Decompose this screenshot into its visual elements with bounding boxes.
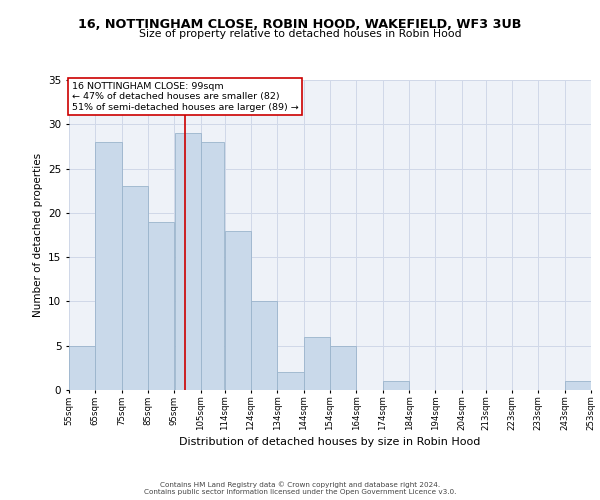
Text: 16 NOTTINGHAM CLOSE: 99sqm
← 47% of detached houses are smaller (82)
51% of semi: 16 NOTTINGHAM CLOSE: 99sqm ← 47% of deta… [71, 82, 298, 112]
Bar [95, 142, 122, 390]
Bar [565, 381, 591, 390]
Bar [224, 230, 251, 390]
Bar [201, 142, 224, 390]
Bar [69, 346, 95, 390]
Bar [251, 302, 277, 390]
Text: 16, NOTTINGHAM CLOSE, ROBIN HOOD, WAKEFIELD, WF3 3UB: 16, NOTTINGHAM CLOSE, ROBIN HOOD, WAKEFI… [79, 18, 521, 30]
Bar [383, 381, 409, 390]
Text: Size of property relative to detached houses in Robin Hood: Size of property relative to detached ho… [139, 29, 461, 39]
Bar [175, 133, 200, 390]
Text: Contains HM Land Registry data © Crown copyright and database right 2024.: Contains HM Land Registry data © Crown c… [160, 481, 440, 488]
Bar [122, 186, 148, 390]
X-axis label: Distribution of detached houses by size in Robin Hood: Distribution of detached houses by size … [179, 438, 481, 448]
Bar [277, 372, 304, 390]
Bar [148, 222, 175, 390]
Bar [304, 337, 330, 390]
Y-axis label: Number of detached properties: Number of detached properties [32, 153, 43, 317]
Bar [330, 346, 356, 390]
Text: Contains public sector information licensed under the Open Government Licence v3: Contains public sector information licen… [144, 489, 456, 495]
